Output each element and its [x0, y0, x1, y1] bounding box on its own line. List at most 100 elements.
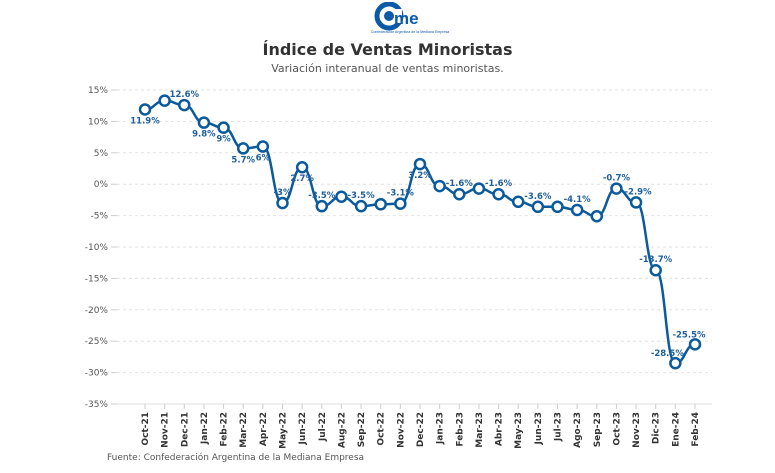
y-axis: 15% 10% 5% 0% -5% -10% -15% -20% -25% -30% -35%	[85, 86, 117, 410]
y-tick-label: -25%	[85, 337, 109, 347]
y-tick-label: 15%	[88, 86, 108, 96]
data-point	[374, 198, 387, 211]
x-tick-label: Oct-23	[612, 412, 622, 446]
data-point	[276, 196, 289, 210]
x-tick-label: Sep-22	[357, 412, 367, 447]
data-point	[453, 187, 466, 201]
data-labels: 11.9% 12.6% 9.8%9%5.7% 6% -3% 2.7% -3.5% -3.5% -…	[130, 90, 706, 359]
data-point	[669, 356, 682, 370]
data-point	[649, 263, 662, 277]
x-tick-label: Jun-22	[298, 412, 308, 445]
x-tick-label: Aug-22	[337, 412, 347, 448]
chart-subtitle: Variación interanual de ventas minorista…	[271, 62, 504, 75]
data-point	[335, 190, 348, 204]
y-tick-label: -20%	[85, 306, 109, 316]
data-point	[217, 121, 230, 134]
data-label: -3.5%	[308, 191, 336, 201]
data-point	[511, 195, 525, 209]
data-label: -3.5%	[348, 191, 376, 201]
data-point	[197, 116, 211, 129]
y-tick-label: -15%	[85, 274, 109, 284]
x-tick-label: May-23	[514, 412, 524, 449]
x-tick-label: Feb-22	[220, 412, 230, 447]
data-point	[610, 182, 623, 195]
logo-tagline: Confederación Argentina de la Mediana Em…	[371, 30, 450, 34]
x-tick-label: Abr-23	[495, 412, 505, 446]
y-tick-label: 10%	[88, 117, 108, 127]
x-tick-label: Mar-23	[475, 412, 485, 448]
x-tick-label: Apr-22	[259, 412, 269, 446]
data-label: -3.1%	[387, 189, 415, 199]
x-tick-label: Nov-21	[161, 412, 171, 448]
data-label: -13.7%	[639, 255, 672, 265]
data-point	[178, 98, 191, 112]
data-point	[295, 160, 309, 174]
y-tick-label: -35%	[85, 400, 109, 410]
data-point	[256, 140, 270, 153]
data-label: 3.2%	[408, 171, 432, 181]
x-tick-label: Mar-22	[239, 412, 249, 448]
y-tick-label: -5%	[90, 212, 108, 222]
data-point	[688, 338, 702, 351]
x-tick-label: Jan-22	[200, 412, 210, 445]
data-label: -1.6%	[446, 179, 474, 189]
x-tick-label: Jul-23	[554, 412, 564, 442]
x-tick-label: Feb-24	[691, 412, 701, 447]
x-tick-label: Dec-21	[180, 412, 190, 447]
data-label: -3%	[274, 188, 292, 198]
data-point	[315, 199, 329, 213]
data-point	[570, 203, 584, 217]
data-point	[138, 103, 152, 116]
data-point	[413, 157, 427, 171]
x-tick-label: Nov-23	[632, 412, 642, 448]
data-label: 9.8%	[192, 130, 216, 140]
x-tick-label: Ago-23	[573, 412, 583, 448]
y-tick-label: 0%	[94, 180, 109, 190]
data-label: -4.1%	[564, 195, 592, 205]
data-label: 12.6%	[170, 90, 200, 100]
data-point	[629, 196, 643, 209]
data-point	[236, 142, 250, 155]
data-point	[472, 182, 486, 195]
data-point	[433, 179, 446, 193]
x-tick-label: Oct-22	[377, 412, 387, 446]
y-tick-label: -10%	[85, 243, 109, 253]
x-tick-label: May-22	[279, 412, 289, 449]
came-logo: me Confederación Argentina de la Mediana…	[370, 1, 450, 36]
data-point	[158, 94, 171, 107]
chart-title: Índice de Ventas Minoristas	[262, 40, 513, 59]
x-tick-label: Dec-22	[416, 412, 426, 447]
data-point	[590, 209, 604, 223]
data-point	[492, 187, 505, 201]
x-tick-label: Oct-21	[141, 412, 151, 446]
data-point	[531, 200, 545, 214]
data-label: -1.6%	[485, 179, 513, 189]
data-label: 6%	[256, 154, 271, 164]
x-tick-label: Sep-23	[593, 412, 603, 447]
y-tick-label: -30%	[85, 369, 109, 379]
data-label: -3.6%	[524, 192, 552, 202]
data-label: 5.7%	[231, 155, 255, 165]
data-label: -28.5%	[651, 349, 684, 359]
data-point	[551, 200, 564, 214]
x-tick-label: Jun-23	[534, 412, 544, 445]
y-tick-label: 5%	[94, 149, 109, 159]
x-tick-label: Feb-23	[455, 412, 465, 447]
data-label: 2.7%	[290, 174, 314, 184]
source-note: Fuente: Confederación Argentina de la Me…	[107, 453, 365, 463]
x-tick-label: Nov-22	[396, 412, 406, 448]
data-label: -0.7%	[603, 174, 631, 184]
svg-text:me: me	[394, 9, 419, 28]
x-axis: Oct-21 Nov-21 Dec-21 Jan-22 Feb-22 Mar-22 Apr-…	[117, 403, 712, 449]
data-point	[394, 197, 407, 210]
data-point	[354, 199, 368, 213]
x-tick-label: Jan-23	[436, 412, 446, 445]
x-tick-label: Jul-22	[318, 412, 328, 442]
data-label: -2.9%	[625, 187, 653, 197]
data-label: 11.9%	[130, 116, 160, 126]
data-label: -25.5%	[672, 330, 705, 340]
data-label: 9%	[216, 135, 231, 145]
data-points	[138, 94, 702, 370]
x-tick-label: Ene-24	[671, 412, 681, 447]
